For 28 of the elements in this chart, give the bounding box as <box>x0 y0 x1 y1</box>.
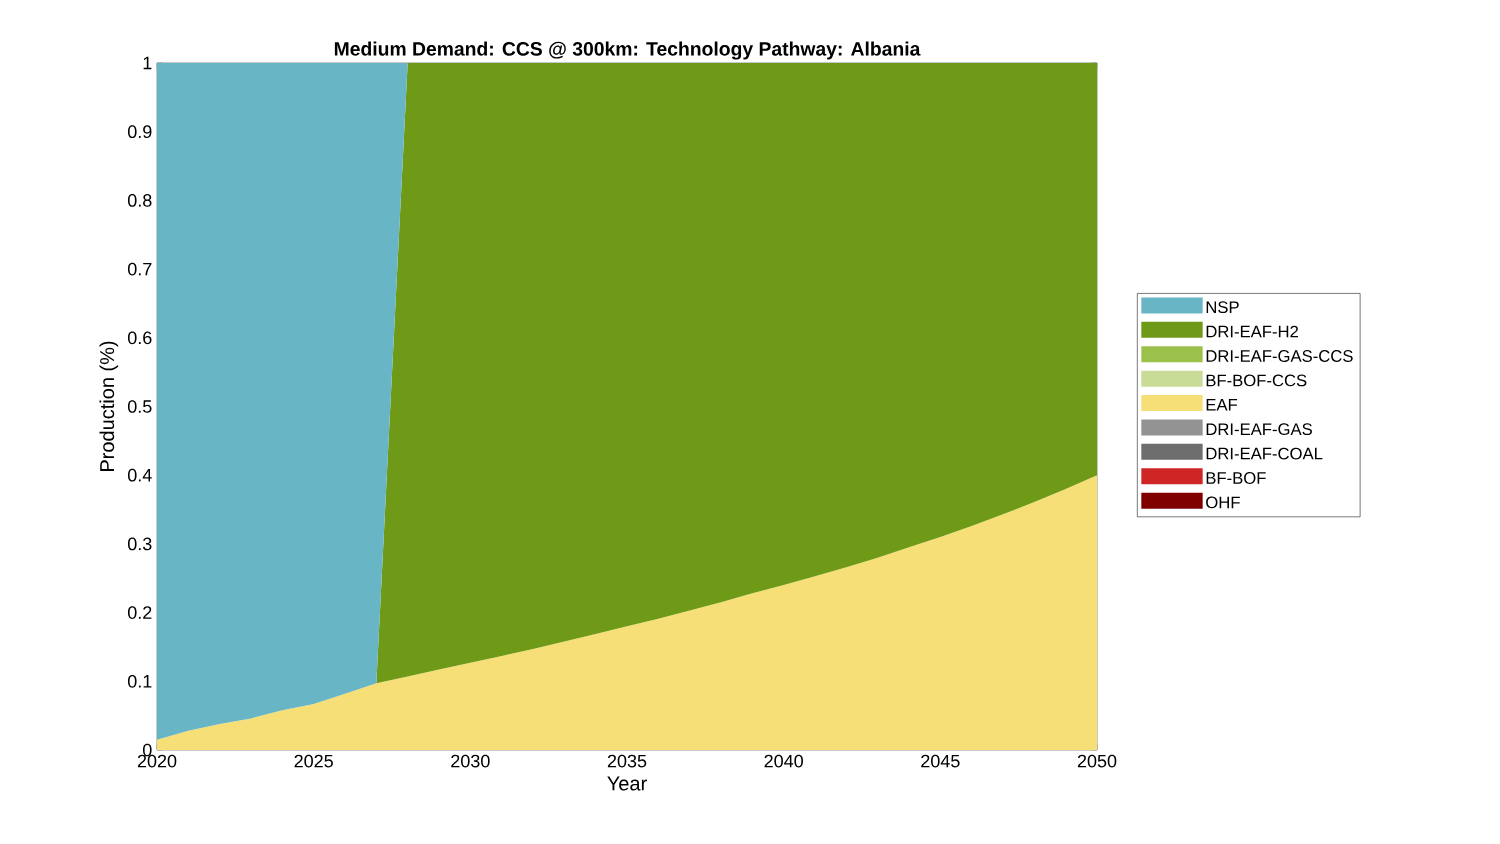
y-tick-label: 0.8 <box>127 194 152 207</box>
legend-label: BF-BOF-CCS <box>1206 374 1307 387</box>
y-tick-label: 0.7 <box>127 262 152 276</box>
y-axis-title: Production (%) <box>99 341 119 472</box>
legend-label: DRI-EAF-H2 <box>1206 325 1298 338</box>
legend-label: DRI-EAF-COAL <box>1206 447 1323 460</box>
legend-label: NSP <box>1206 301 1239 314</box>
x-tick-label: 2025 <box>294 754 333 768</box>
legend-label: EAF <box>1206 399 1238 411</box>
y-tick-label: 0.1 <box>127 674 152 688</box>
legend-label: DRI-EAF-GAS-CCS <box>1206 350 1353 362</box>
y-tick-label: 0.6 <box>127 331 152 345</box>
y-tick-label: 0.3 <box>127 537 152 551</box>
y-tick-label: 0.9 <box>127 125 152 139</box>
chart-title: Medium Demand: CCS @ 300km: Technology Pathway: Albania <box>334 41 921 60</box>
legend-label: OHF <box>1206 496 1240 509</box>
x-tick-label: 2050 <box>1077 754 1117 768</box>
x-tick-label: 2045 <box>921 754 960 768</box>
legend-label: DRI-EAF-GAS <box>1206 423 1312 436</box>
y-tick-label: 1 <box>143 56 152 70</box>
x-tick-label: 2030 <box>451 754 490 768</box>
x-tick-label: 2035 <box>607 754 647 768</box>
y-tick-label: 0.2 <box>127 606 152 619</box>
x-tick-label: 2040 <box>764 754 803 768</box>
y-tick-label: 0.4 <box>127 468 152 482</box>
legend-label: BF-BOF <box>1206 472 1266 484</box>
x-axis-title: Year <box>607 776 647 791</box>
y-tick-label: 0.5 <box>127 400 152 413</box>
